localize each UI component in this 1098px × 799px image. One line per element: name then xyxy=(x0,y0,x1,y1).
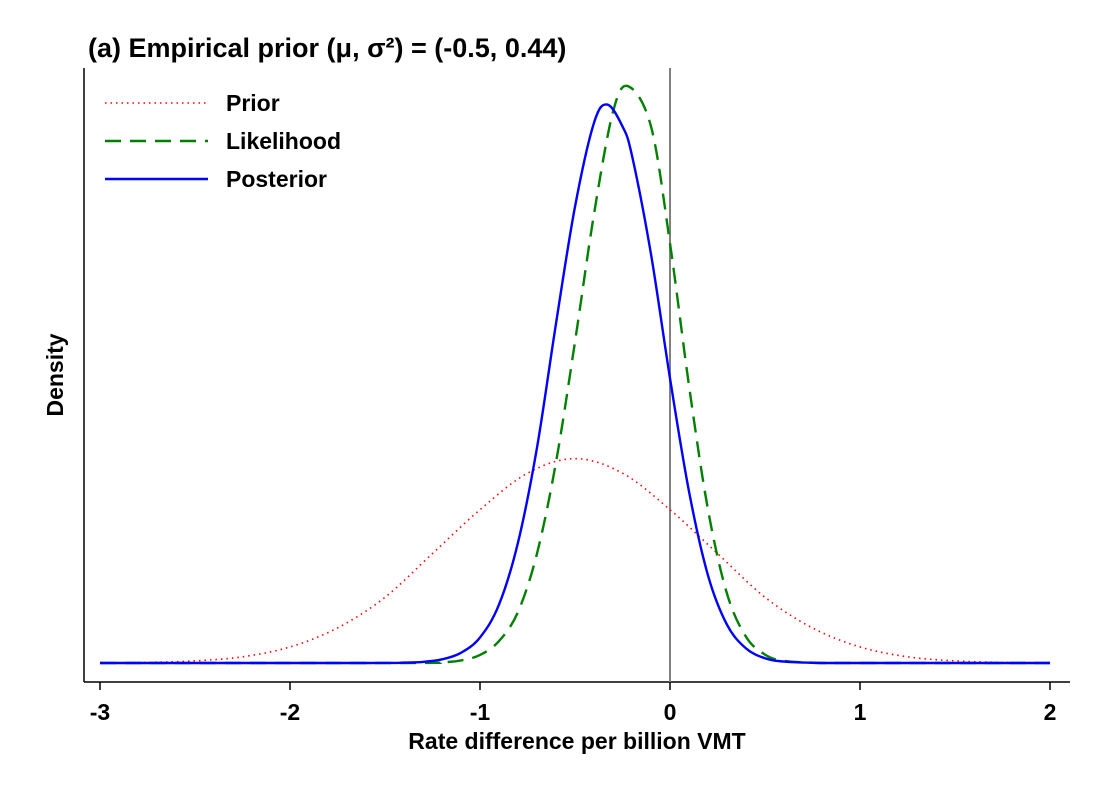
series-layer xyxy=(99,84,1051,665)
legend-label-posterior: Posterior xyxy=(226,166,327,192)
x-tick-label: 0 xyxy=(664,699,677,725)
series-line-likelihood xyxy=(100,84,1050,665)
legend-label-prior: Prior xyxy=(226,90,280,116)
x-ticks: -3 -2 -1 0 1 2 xyxy=(90,682,1057,725)
series-line-posterior xyxy=(100,103,1050,665)
legend-label-likelihood: Likelihood xyxy=(226,128,341,154)
chart-title: (a) Empirical prior (μ, σ²) = (-0.5, 0.4… xyxy=(88,33,566,63)
series-line-prior xyxy=(99,457,1051,664)
x-tick-label: -1 xyxy=(470,699,491,725)
legend: Prior Likelihood Posterior xyxy=(105,90,341,192)
y-axis-title: Density xyxy=(42,333,68,416)
x-axis-title: Rate difference per billion VMT xyxy=(408,728,745,754)
x-tick-label: -2 xyxy=(280,699,300,725)
x-tick-label: 1 xyxy=(854,699,867,725)
x-tick-label: -3 xyxy=(90,699,110,725)
x-tick-label: 2 xyxy=(1044,699,1057,725)
